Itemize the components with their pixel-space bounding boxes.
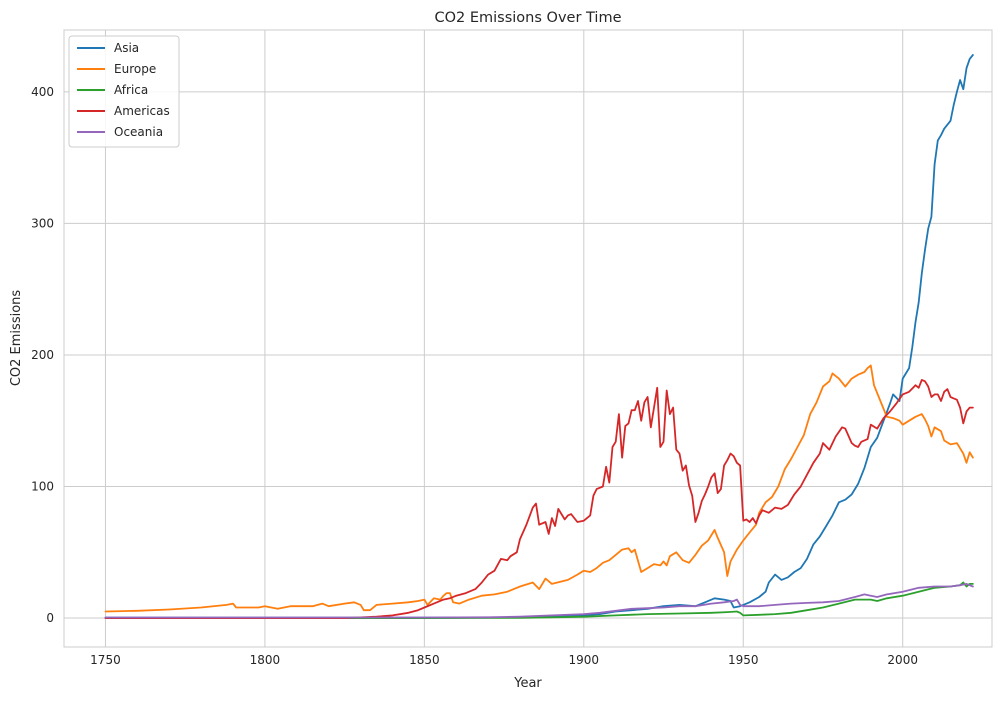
y-tick-label: 100	[31, 480, 54, 494]
legend-label-europe: Europe	[114, 62, 156, 76]
series-line-asia	[104, 54, 974, 619]
x-tick-label: 1750	[90, 653, 121, 667]
legend-label-oceania: Oceania	[114, 125, 163, 139]
series-line-europe	[104, 364, 974, 613]
legend: Asia Europe Africa Americas Oceania	[68, 35, 180, 148]
x-tick-label: 1850	[409, 653, 440, 667]
y-tick-label: 400	[31, 85, 54, 99]
plot-frame	[63, 29, 993, 648]
legend-label-asia: Asia	[114, 41, 139, 55]
x-tick-label: 1950	[728, 653, 759, 667]
y-tick-label: 300	[31, 216, 54, 230]
plot-background	[64, 30, 992, 647]
tick-labels: 1750 1800 1850 1900 1950 2000 0 100 200 300 400	[31, 85, 918, 667]
legend-box	[68, 35, 180, 148]
y-axis-label: CO2 Emissions	[9, 290, 24, 387]
legend-label-africa: Africa	[114, 83, 148, 97]
series-line-oceania	[104, 583, 974, 619]
x-tick-label: 1900	[569, 653, 600, 667]
x-axis-label: Year	[513, 676, 542, 691]
chart-title: CO2 Emissions Over Time	[434, 10, 621, 26]
x-tick-label: 2000	[887, 653, 918, 667]
x-tick-label: 1800	[250, 653, 281, 667]
legend-label-americas: Americas	[114, 104, 170, 118]
series-lines	[104, 54, 974, 619]
series-line-americas	[104, 379, 974, 619]
y-tick-label: 200	[31, 348, 54, 362]
y-tick-label: 0	[46, 611, 54, 625]
